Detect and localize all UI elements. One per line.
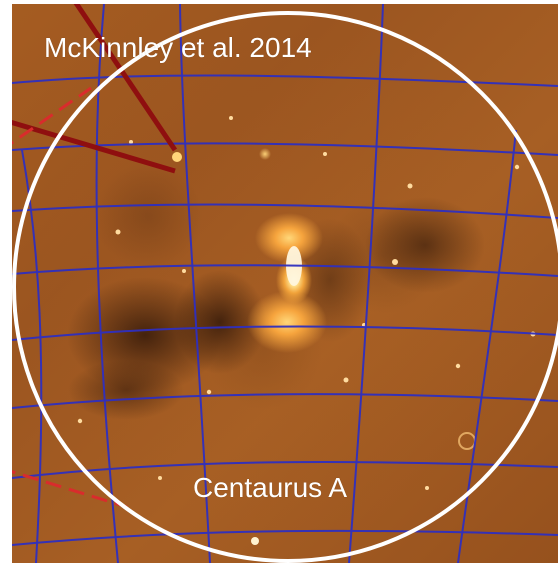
pointer-lines — [12, 4, 178, 174]
object-label: Centaurus A — [193, 472, 348, 503]
bright-source-16 — [323, 152, 327, 156]
bright-source-10 — [206, 389, 212, 395]
bright-source-14 — [129, 140, 133, 144]
dark-cloud-lower-left — [68, 360, 184, 420]
bright-source-19 — [425, 486, 429, 490]
bright-source-6 — [343, 377, 349, 383]
bright-source-5 — [392, 259, 398, 265]
bright-source-17 — [182, 269, 186, 273]
bright-source-3 — [458, 432, 476, 450]
bright-source-8 — [115, 229, 121, 235]
bright-source-11 — [455, 363, 461, 369]
bright-source-20 — [158, 476, 162, 480]
bright-source-15 — [229, 116, 233, 120]
galaxy-lobe-lower — [247, 291, 327, 353]
dashed-guide-lines — [12, 86, 128, 509]
bright-source-7 — [407, 183, 413, 189]
bright-source-12 — [77, 418, 83, 424]
bright-source-2 — [259, 148, 271, 160]
bright-source-13 — [514, 164, 520, 170]
selection-circle — [12, 11, 558, 563]
bright-source-4 — [251, 537, 259, 545]
bright-source-1 — [172, 152, 182, 162]
galaxy-lobe-upper — [255, 213, 323, 263]
coordinate-grid — [12, 4, 558, 563]
citation-label: McKinnley et al. 2014 — [44, 32, 312, 63]
